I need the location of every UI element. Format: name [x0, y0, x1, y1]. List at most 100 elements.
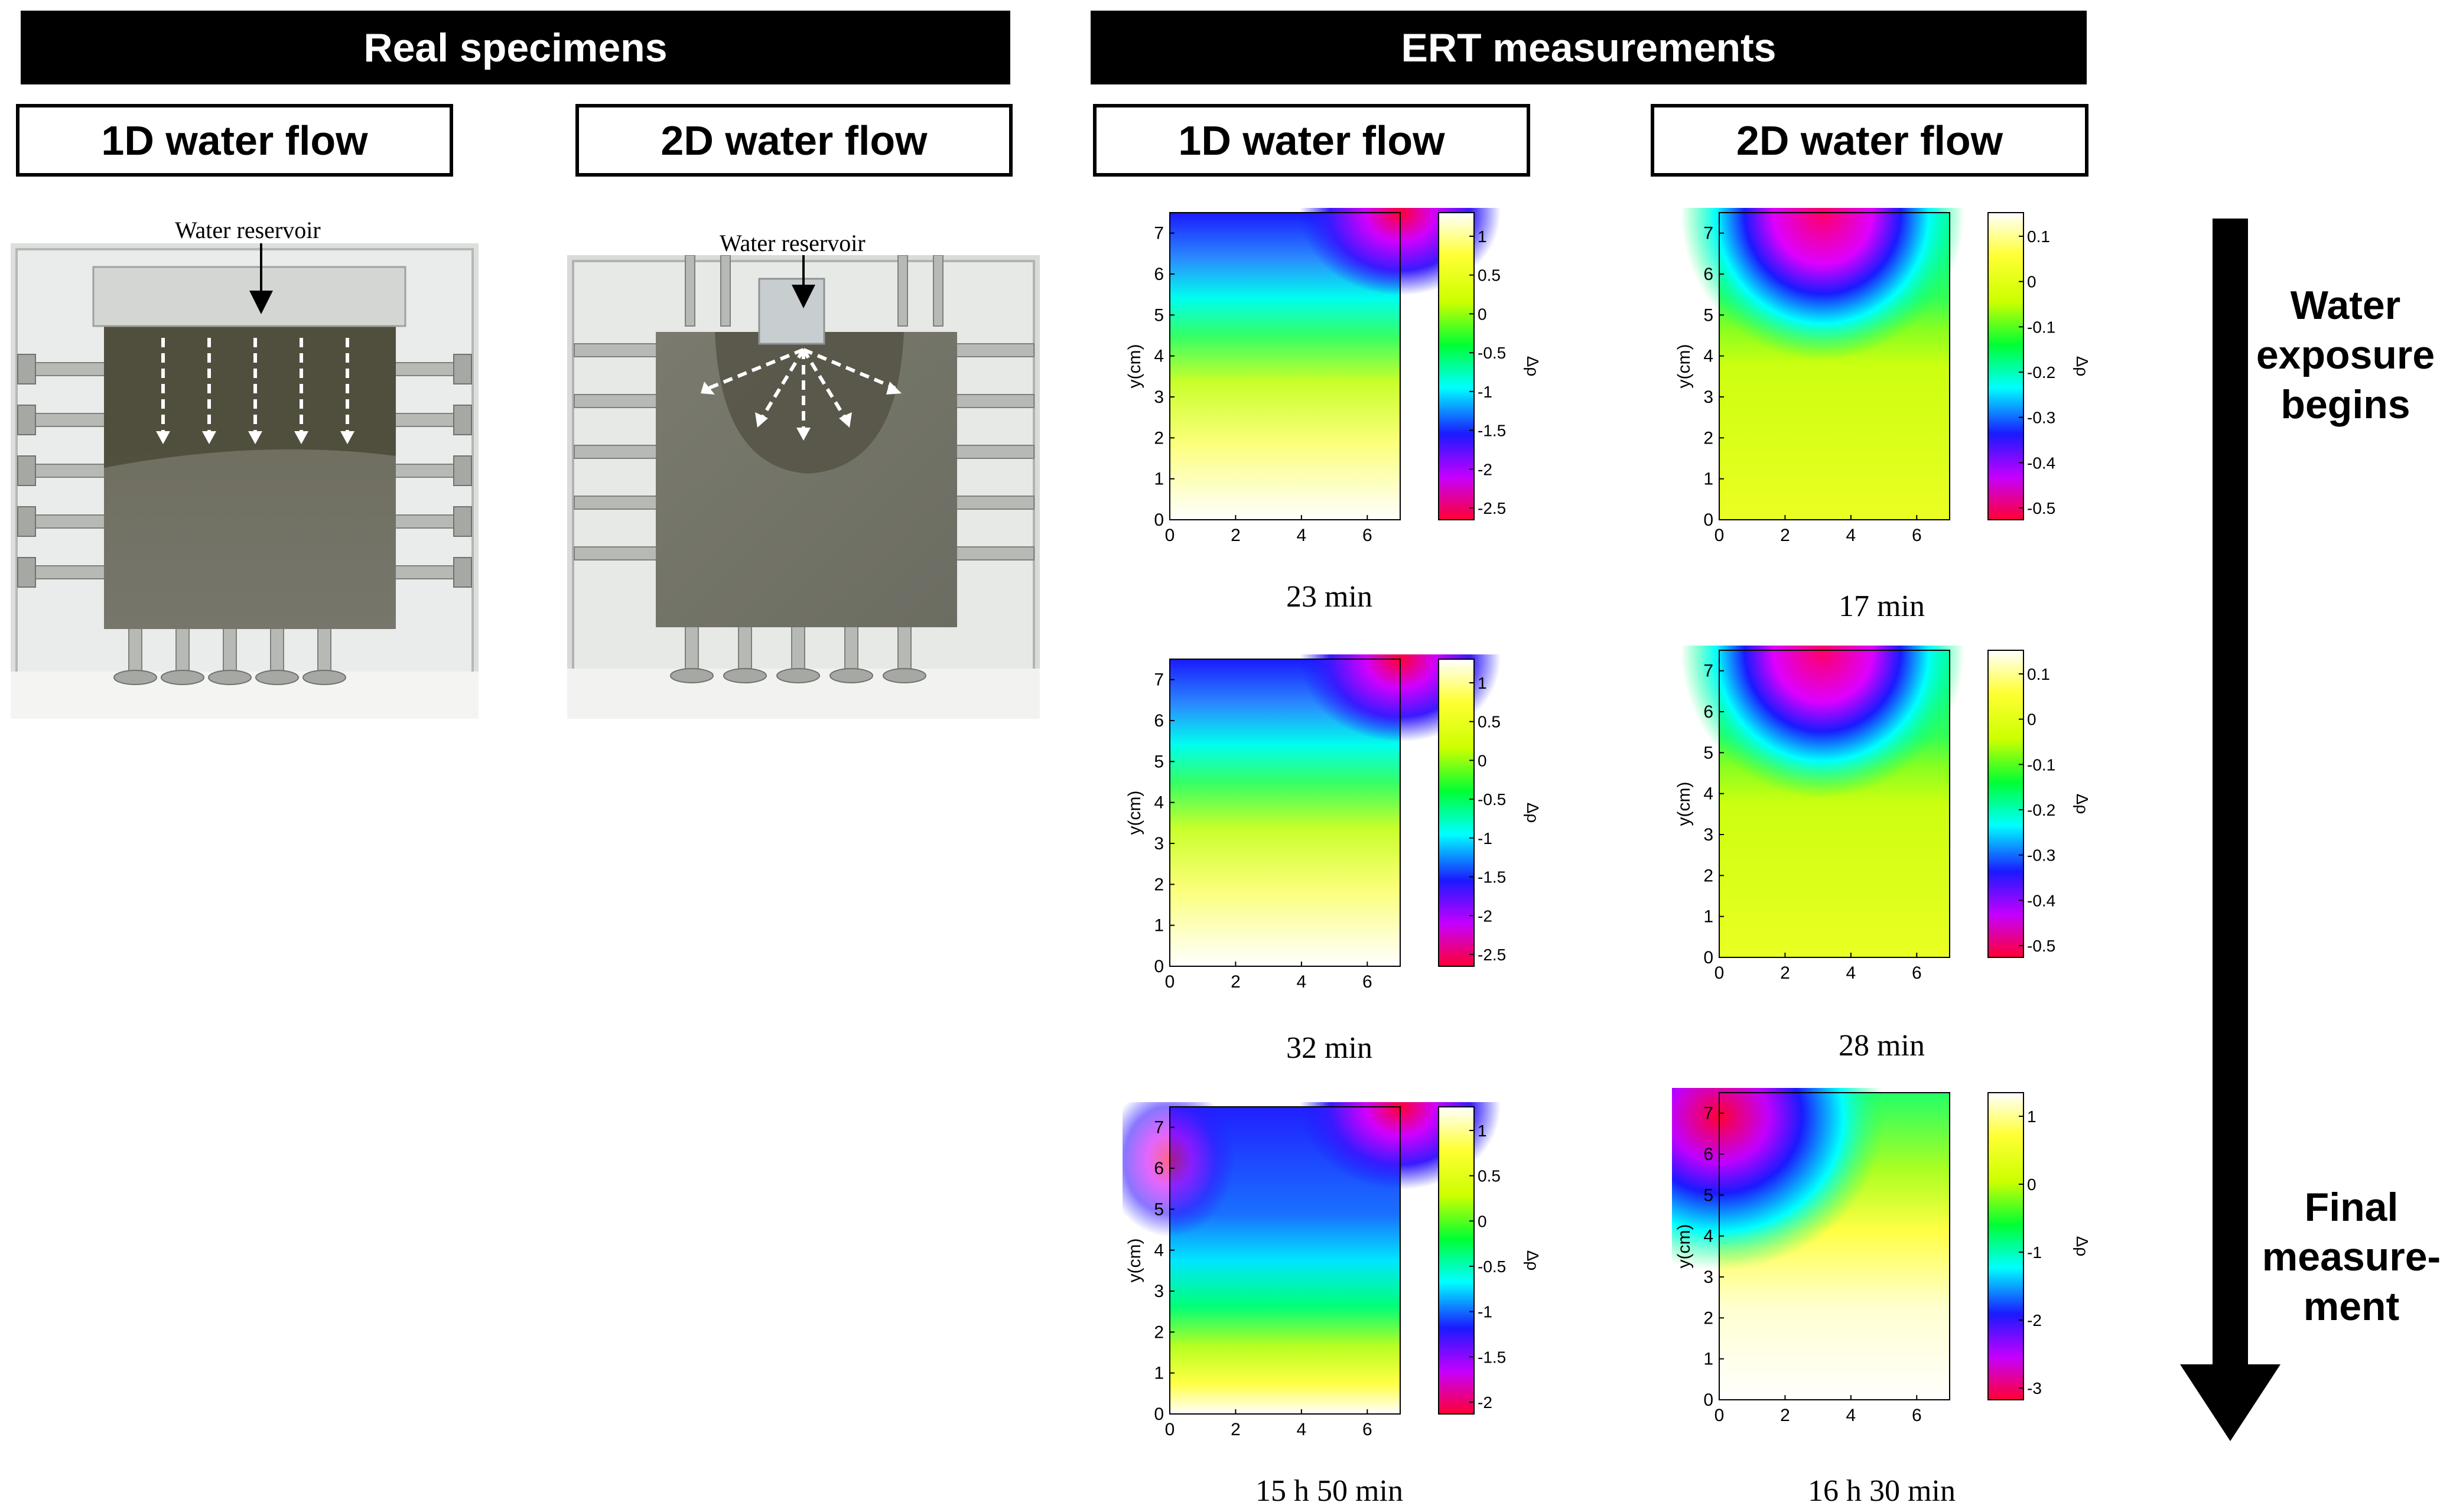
colorbar-tick-label: 0: [1478, 305, 1487, 323]
y-tick-label: 6: [1703, 265, 1713, 284]
colorbar-tick-label: 1: [1478, 674, 1487, 692]
header-real-specimens: Real specimens: [21, 11, 1010, 84]
colorbar-tick-label: -0.5: [2027, 499, 2055, 517]
colorbar-tick-label: 0: [1478, 1212, 1487, 1230]
y-tick-label: 1: [1703, 470, 1713, 489]
colorbar-tick-label: 1: [1478, 227, 1487, 246]
y-tick-label: 2: [1154, 428, 1164, 448]
ert-panel-2d-2: 024601234567x(cm)y(cm)0.10-0.1-0.2-0.3-0…: [1674, 646, 2091, 982]
x-tick-label: 0: [1165, 1420, 1175, 1439]
y-axis-label: y(cm): [1125, 791, 1144, 835]
timeline-end-line-3: ment: [2303, 1284, 2400, 1329]
x-tick-label: 2: [1780, 1406, 1790, 1425]
y-tick-label: 1: [1703, 1350, 1713, 1369]
y-axis-label: y(cm): [1674, 344, 1694, 389]
timeline-start-label: Water exposure begins: [2239, 281, 2452, 429]
y-axis-label: y(cm): [1674, 782, 1694, 826]
colorbar-tick-label: 0.5: [1478, 713, 1501, 731]
y-tick-label: 3: [1703, 1267, 1713, 1287]
x-tick-label: 2: [1780, 963, 1790, 982]
colorbar-tick-label: 0: [2027, 711, 2036, 729]
y-tick-label: 3: [1154, 834, 1164, 853]
x-tick-label: 6: [1912, 526, 1922, 545]
y-tick-label: 5: [1154, 305, 1164, 325]
ert-panel-1d-3: 024601234567x(cm)y(cm)10.50-0.5-1-1.5-2Δ…: [1123, 1102, 1542, 1439]
y-tick-label: 4: [1154, 347, 1164, 366]
colorbar-tick-label: -0.4: [2027, 891, 2055, 910]
y-tick-label: 3: [1154, 1282, 1164, 1301]
timeline-start-line-1: Water: [2290, 283, 2401, 328]
colorbar-tick-label: -3: [2027, 1379, 2042, 1397]
time-label-1d-1: 23 min: [1286, 580, 1372, 614]
y-tick-label: 7: [1154, 670, 1164, 690]
y-tick-label: 4: [1703, 1227, 1713, 1246]
y-tick-label: 5: [1703, 305, 1713, 325]
colorbar-tick-label: -2: [1478, 907, 1492, 925]
x-tick-label: 4: [1297, 526, 1307, 545]
ert-panel-2d-1: 024601234567x(cm)y(cm)0.10-0.1-0.2-0.3-0…: [1674, 208, 2091, 545]
colorbar-tick-label: -2: [2027, 1311, 2042, 1329]
time-label-2d-3: 16 h 30 min: [1808, 1474, 1956, 1508]
y-tick-label: 4: [1154, 1241, 1164, 1260]
y-tick-label: 7: [1154, 224, 1164, 243]
time-label-1d-3: 15 h 50 min: [1255, 1474, 1403, 1508]
x-tick-label: 0: [1165, 526, 1175, 545]
colorbar-tick-label: 0.5: [1478, 1167, 1501, 1185]
y-tick-label: 1: [1703, 907, 1713, 927]
y-tick-label: 1: [1154, 470, 1164, 489]
y-tick-label: 3: [1703, 387, 1713, 407]
x-tick-label: 4: [1297, 1420, 1307, 1439]
y-tick-label: 5: [1154, 1200, 1164, 1219]
x-tick-label: 4: [1846, 1406, 1856, 1425]
colorbar-tick-label: -0.3: [2027, 846, 2055, 865]
colorbar-tick-label: -0.2: [2027, 363, 2055, 382]
colorbar-tick-label: -0.4: [2027, 454, 2055, 472]
y-tick-label: 7: [1703, 662, 1713, 681]
timeline-start-line-3: begins: [2280, 382, 2410, 427]
timeline-end-line-2: measure-: [2262, 1234, 2441, 1279]
colorbar-tick-label: -1.5: [1478, 868, 1506, 887]
x-tick-label: 0: [1165, 972, 1175, 991]
y-tick-label: 7: [1703, 1104, 1713, 1123]
y-tick-label: 1: [1154, 916, 1164, 936]
colorbar-tick-label: -2.5: [1478, 499, 1506, 517]
y-tick-label: 6: [1703, 702, 1713, 722]
x-tick-label: 6: [1912, 1406, 1922, 1425]
colorbar-tick-label: -2.5: [1478, 946, 1506, 964]
colorbar-tick-label: -0.5: [1478, 790, 1506, 809]
colorbar-tick-label: -1: [1478, 1303, 1492, 1321]
time-label-1d-2: 32 min: [1286, 1031, 1372, 1065]
y-tick-label: 6: [1154, 1159, 1164, 1178]
ert-panel-1d-2: 024601234567x(cm)y(cm)10.50-0.5-1-1.5-2-…: [1125, 654, 1542, 991]
y-tick-label: 4: [1703, 347, 1713, 366]
y-tick-label: 2: [1703, 428, 1713, 448]
y-tick-label: 7: [1703, 224, 1713, 243]
x-tick-label: 6: [1362, 1420, 1372, 1439]
y-tick-label: 0: [1703, 1390, 1713, 1410]
subheader-ert-1d: 1D water flow: [1093, 104, 1530, 177]
y-tick-label: 0: [1703, 948, 1713, 967]
y-tick-label: 5: [1703, 743, 1713, 762]
subheader-real-2d: 2D water flow: [575, 104, 1013, 177]
colorbar-label: Δρ: [2073, 794, 2091, 814]
subheader-ert-2d: 2D water flow: [1651, 104, 2088, 177]
y-tick-label: 4: [1703, 784, 1713, 804]
y-tick-label: 1: [1154, 1364, 1164, 1383]
colorbar-label: Δρ: [2073, 356, 2091, 377]
timeline-start-line-2: exposure: [2256, 333, 2435, 377]
subheader-real-1d: 1D water flow: [16, 104, 453, 177]
x-tick-label: 0: [1715, 963, 1725, 982]
header-ert-measurements: ERT measurements: [1091, 11, 2087, 84]
colorbar-tick-label: -1.5: [1478, 422, 1506, 440]
colorbar-tick-label: 0.1: [2027, 665, 2050, 683]
y-axis-label: y(cm): [1674, 1224, 1694, 1269]
colorbar-tick-label: 0: [2027, 273, 2036, 291]
colorbar-tick-label: 1: [2027, 1107, 2036, 1126]
x-tick-label: 4: [1846, 526, 1856, 545]
y-tick-label: 3: [1703, 825, 1713, 845]
y-axis-label: y(cm): [1125, 344, 1144, 389]
colorbar-tick-label: -0.5: [1478, 344, 1506, 362]
colorbar-tick-label: -2: [1478, 460, 1492, 478]
ert-panel-2d-3: 024601234567x(cm)y(cm)10-1-2-3Δρ: [1672, 1088, 2091, 1425]
y-tick-label: 0: [1154, 510, 1164, 530]
